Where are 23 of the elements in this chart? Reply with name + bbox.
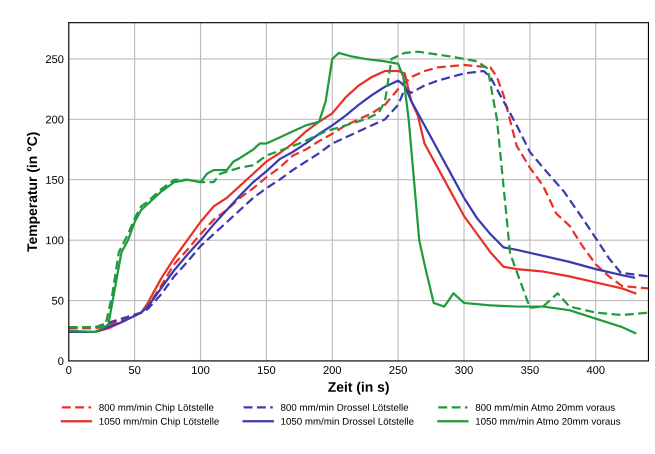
y-tick-label: 50 <box>52 296 64 305</box>
y-tick-label: 0 <box>58 357 64 366</box>
x-tick-label: 50 <box>128 366 140 374</box>
legend-label: 1050 mm/min Chip Lötstelle <box>100 418 219 427</box>
x-tick-label: 150 <box>258 366 276 374</box>
y-axis-title: Temperatur (in °C) <box>26 132 40 252</box>
legend-label: 1050 mm/min Atmo 20mm voraus <box>476 418 620 425</box>
x-tick-label: 250 <box>389 366 407 374</box>
y-tick-label: 250 <box>46 55 64 64</box>
y-tick-label: 150 <box>46 176 64 184</box>
legend-label: 800 mm/min Chip Lötstelle <box>99 404 214 413</box>
x-tick-label: 0 <box>66 366 72 374</box>
x-tick-label: 400 <box>586 366 605 374</box>
y-tick-label: 100 <box>46 236 64 244</box>
x-axis-title: Zeit (in s) <box>328 382 389 395</box>
x-tick-label: 200 <box>324 366 342 374</box>
legend-label: 1050 mm/min Drossel Lötstelle <box>281 418 414 425</box>
x-tick-label: 100 <box>192 366 210 374</box>
legend-label: 800 mm/min Atmo 20mm voraus <box>476 404 615 411</box>
x-tick-label: 300 <box>455 366 473 374</box>
y-tick-label: 200 <box>46 116 64 124</box>
legend-label: 800 mm/min Drossel Lötstelle <box>280 404 408 411</box>
x-tick-label: 350 <box>521 366 539 374</box>
